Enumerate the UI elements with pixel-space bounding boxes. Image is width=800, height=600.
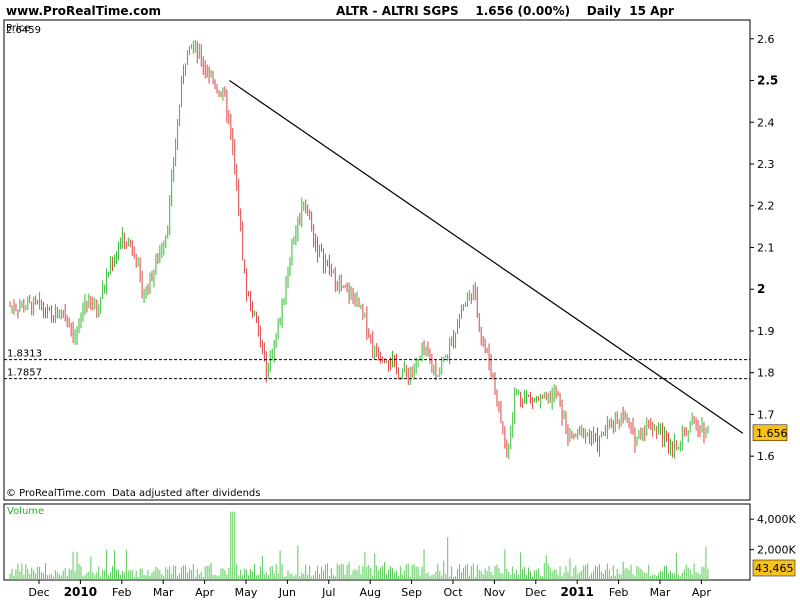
x-month-label: Mar	[650, 586, 671, 599]
x-month-label: 2011	[560, 585, 593, 599]
price-tick-label: 2.1	[757, 241, 775, 254]
x-month-label: Dec	[28, 586, 49, 599]
price-tick-label: 2.2	[757, 200, 775, 213]
volume-tick-label: 2,000K	[757, 544, 796, 557]
price-tick-label: 2.5	[757, 74, 778, 88]
price-tick-label: 2.4	[757, 116, 775, 129]
volume-bars	[9, 511, 709, 580]
x-month-label: Jun	[278, 586, 296, 599]
price-footer: © ProRealTime.com Data adjusted after di…	[6, 488, 260, 499]
price-tick-label: 1.7	[757, 408, 775, 421]
price-panel-frame	[3, 19, 751, 501]
support-levels: 1.8313 1.7857	[4, 349, 750, 380]
last-volume-value: 43,465	[755, 562, 794, 575]
x-month-label: 2010	[64, 585, 97, 599]
price-y-axis: 1.6 1.7 1.8 1.9 2 2.1 2.2 2.3 2.4 2.5 2.6	[750, 33, 778, 463]
support-label: 1.7857	[7, 368, 42, 379]
resistance-trendline	[229, 80, 744, 434]
x-month-label: Sep	[401, 586, 422, 599]
x-month-label: Feb	[112, 586, 131, 599]
last-volume-badge	[752, 559, 796, 577]
site-header: www.ProRealTime.com	[6, 4, 161, 18]
price-top-value: 2.6459	[6, 25, 41, 36]
price-candles	[9, 39, 709, 460]
x-month-label: May	[235, 586, 258, 599]
x-month-label: Nov	[484, 586, 506, 599]
volume-panel-label: Volume	[7, 506, 44, 517]
trendline	[229, 80, 744, 434]
x-month-label: Aug	[359, 586, 380, 599]
price-tick-label: 2	[757, 282, 765, 296]
x-month-label: Mar	[153, 586, 174, 599]
x-month-label: Jul	[321, 586, 335, 599]
last-price-badge	[752, 424, 788, 442]
price-tick-label: 2.3	[757, 158, 775, 171]
support-label: 1.8313	[7, 349, 42, 360]
chart-title: ALTR - ALTRI SGPS 1.656 (0.00%) Daily 15…	[336, 4, 674, 18]
volume-y-axis: 2,000K 4,000K	[750, 513, 796, 557]
x-month-label: Apr	[692, 586, 712, 599]
price-tick-label: 1.8	[757, 367, 775, 380]
volume-tick-label: 4,000K	[757, 513, 796, 526]
x-month-label: Dec	[525, 586, 546, 599]
price-tick-label: 2.6	[757, 33, 775, 46]
x-month-label: Feb	[609, 586, 628, 599]
price-panel-label: Price	[6, 23, 30, 34]
price-tick-label: 1.9	[757, 325, 775, 338]
last-price-value: 1.656	[756, 427, 788, 440]
price-tick-label: 1.6	[757, 450, 775, 463]
value-badges: 1.656 43,465	[752, 424, 796, 577]
x-month-label: Apr	[195, 586, 215, 599]
x-month-label: Oct	[443, 586, 463, 599]
x-axis: Dec 2010 Feb Mar Apr May Jun Jul Aug Sep Oct Nov Dec…	[28, 580, 711, 599]
